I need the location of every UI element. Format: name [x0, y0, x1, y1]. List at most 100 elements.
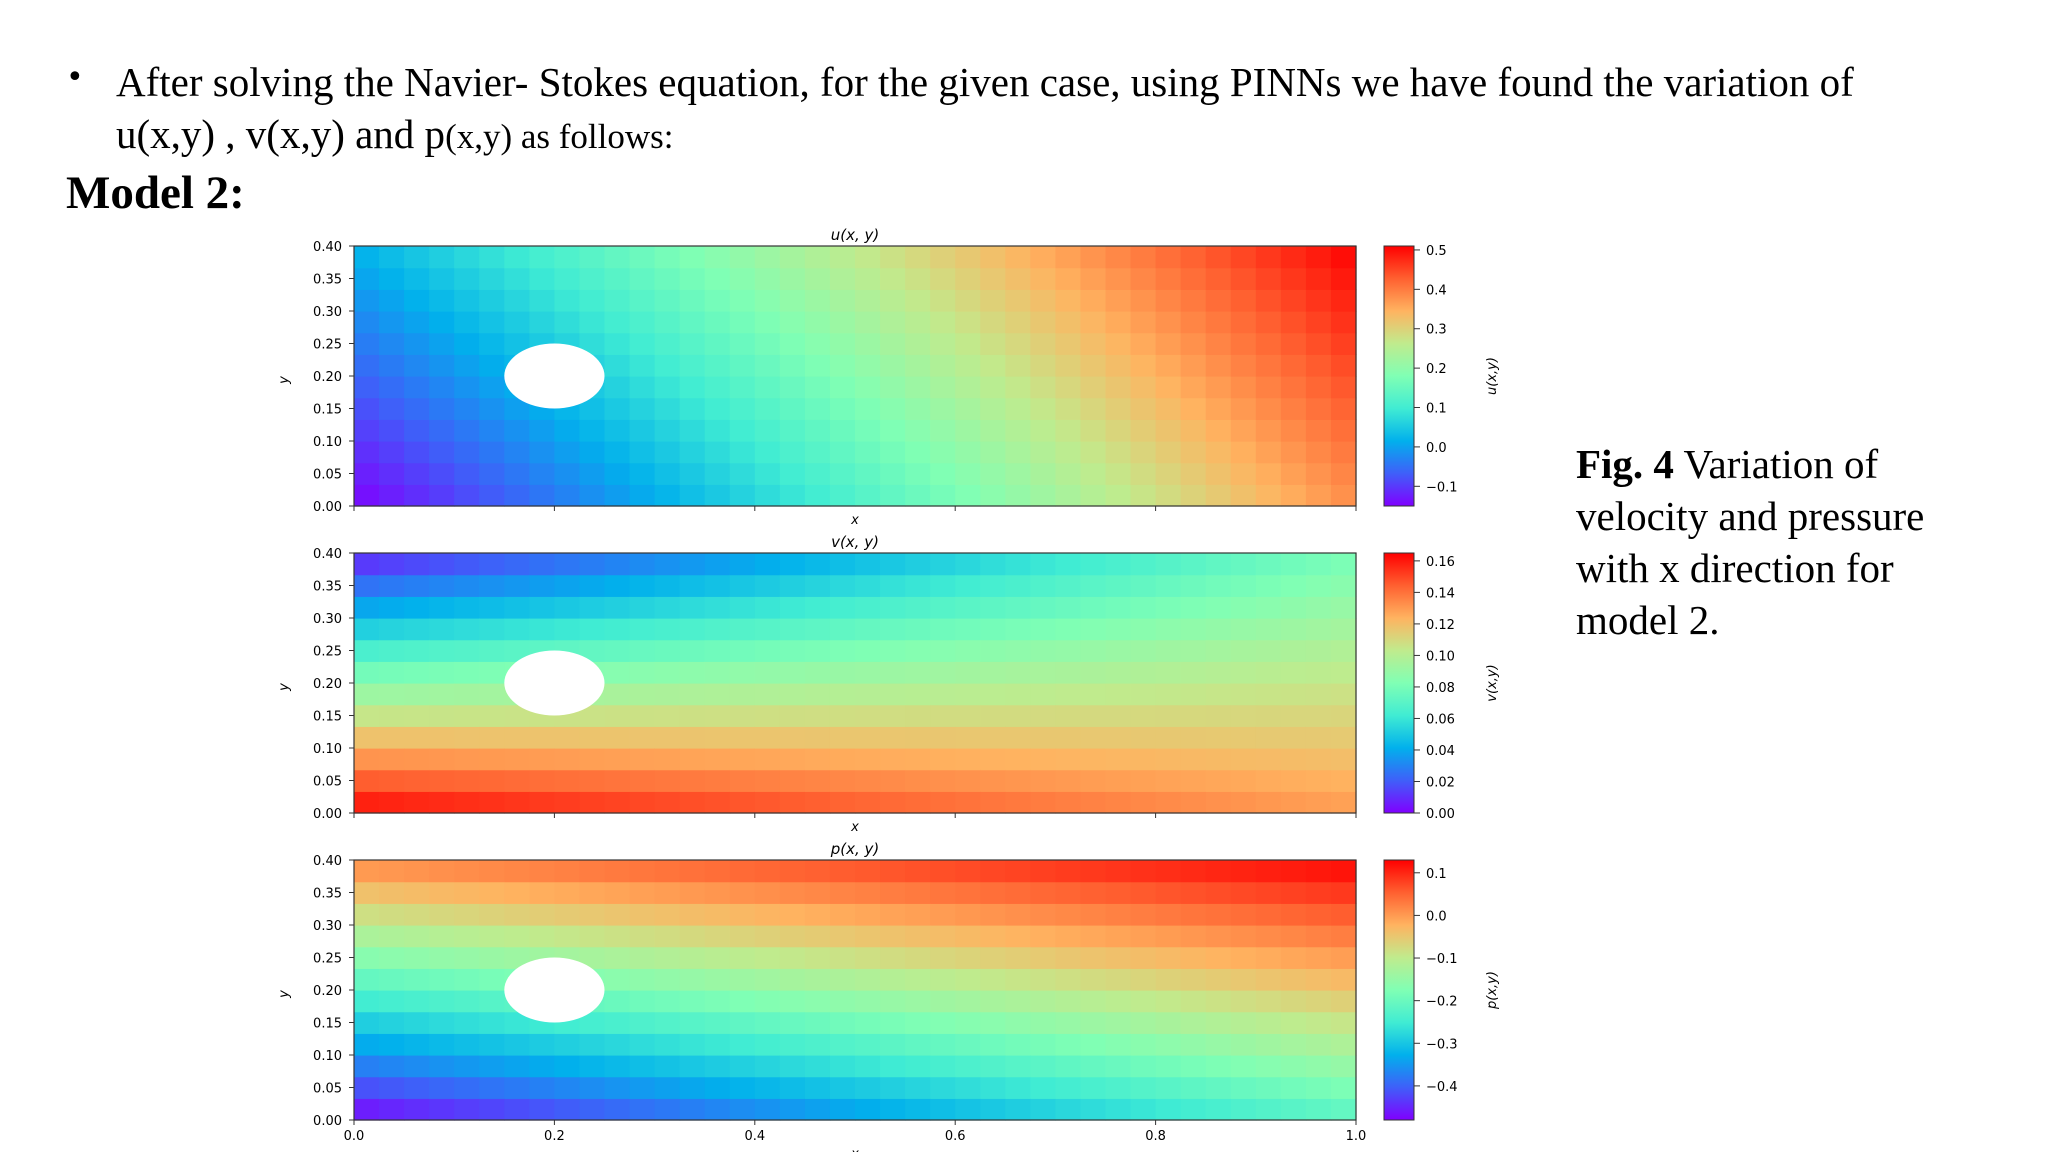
heatmap-cell	[604, 726, 631, 749]
heatmap-cell	[504, 289, 530, 312]
heatmap-cell	[529, 881, 555, 904]
heatmap-cell	[554, 267, 581, 290]
heatmap-cell	[1255, 704, 1282, 727]
heatmap-cell	[955, 726, 981, 749]
heatmap-cell	[804, 267, 831, 290]
heatmap-cell	[479, 397, 505, 420]
heatmap-cell	[1230, 376, 1257, 399]
heatmap-cell	[579, 289, 606, 312]
heatmap-cell	[1305, 1011, 1332, 1034]
y-tick-label: 0.25	[313, 338, 342, 353]
bullet-text: After solving the Navier- Stokes equatio…	[116, 56, 1996, 163]
heatmap-cell	[529, 618, 555, 641]
colorbar-tick-label: 0.14	[1426, 586, 1455, 601]
heatmap-cell	[704, 925, 731, 948]
heatmap-cell	[529, 462, 555, 485]
y-tick-label: 0.35	[313, 273, 342, 288]
heatmap-cell	[1005, 968, 1031, 991]
heatmap-cell	[1255, 1076, 1282, 1099]
heatmap-cell	[704, 596, 731, 619]
bullet-line-2a: u(x,y) , v(x,y) and p	[116, 111, 446, 157]
heatmap-cell	[1305, 376, 1332, 399]
heatmap-cell	[1205, 968, 1232, 991]
x-tick-label: 0.4	[744, 1129, 765, 1144]
heatmap-cell	[479, 332, 505, 355]
heatmap-cell	[880, 903, 906, 926]
heatmap-cell	[779, 441, 806, 464]
heatmap-cell	[554, 1098, 581, 1121]
heatmap-cell	[1005, 639, 1031, 662]
heatmap-cell	[1005, 1098, 1031, 1121]
heatmap-cell	[379, 968, 405, 991]
heatmap-cell	[1080, 484, 1107, 507]
heatmap-cell	[1030, 441, 1056, 464]
heatmap-cell	[779, 769, 806, 792]
heatmap-cell	[1255, 925, 1282, 948]
heatmap-cell	[754, 441, 781, 464]
heatmap-cell	[654, 1076, 681, 1099]
heatmap-cell	[980, 990, 1006, 1013]
heatmap-cell	[704, 618, 731, 641]
y-tick-label: 0.10	[313, 435, 342, 450]
heatmap-cell	[1230, 1011, 1257, 1034]
heatmap-cell	[1055, 354, 1082, 377]
y-tick-label: 0.20	[313, 370, 342, 385]
heatmap-cell	[629, 596, 656, 619]
heatmap-cell	[1055, 397, 1082, 420]
heatmap-cell	[1305, 574, 1332, 597]
heatmap-cell	[1130, 354, 1157, 377]
heatmap-cell	[855, 462, 881, 485]
heatmap-cell	[1155, 860, 1182, 883]
heatmap-cell	[429, 661, 455, 684]
heatmap-cell	[955, 246, 981, 269]
heatmap-cell	[1080, 990, 1107, 1013]
heatmap-cell	[880, 704, 906, 727]
heatmap-cell	[454, 968, 480, 991]
colorbar-tick-label: 0.00	[1426, 807, 1455, 822]
heatmap-cell	[479, 596, 505, 619]
heatmap-cell	[1105, 441, 1132, 464]
heatmap-cell	[1030, 769, 1056, 792]
heatmap-cell	[629, 1011, 656, 1034]
heatmap-cell	[604, 704, 631, 727]
heatmap-cell	[1255, 553, 1282, 576]
obstacle-cylinder	[504, 957, 605, 1023]
heatmap-cell	[1230, 683, 1257, 706]
heatmap-cell	[729, 903, 756, 926]
heatmap-cell	[354, 1076, 380, 1099]
heatmap-cell	[1055, 1055, 1082, 1078]
heatmap-cell	[1105, 484, 1132, 507]
heatmap-cell	[1030, 376, 1056, 399]
heatmap-cell	[379, 748, 405, 771]
heatmap-cell	[829, 748, 856, 771]
heatmap-cell	[704, 639, 731, 662]
heatmap-cell	[955, 1033, 981, 1056]
heatmap-cell	[379, 441, 405, 464]
heatmap-cell	[1205, 946, 1232, 969]
heatmap-cell	[1055, 903, 1082, 926]
heatmap-cell	[779, 376, 806, 399]
heatmap-cell	[1030, 1033, 1056, 1056]
heatmap-cell	[804, 704, 831, 727]
heatmap-cell	[804, 661, 831, 684]
heatmap-cell	[654, 946, 681, 969]
heatmap-cell	[704, 1076, 731, 1099]
heatmap-cell	[955, 968, 981, 991]
heatmap-cell	[855, 246, 881, 269]
heatmap-cell	[604, 441, 631, 464]
heatmap-cell	[504, 946, 530, 969]
heatmap-cell	[679, 946, 706, 969]
y-axis-label: y	[277, 683, 292, 692]
heatmap-cell	[1105, 1076, 1132, 1099]
heatmap-cell	[704, 990, 731, 1013]
heatmap-cell	[804, 311, 831, 334]
heatmap-cell	[1030, 860, 1056, 883]
heatmap-cell	[604, 946, 631, 969]
heatmap-cell	[429, 1076, 455, 1099]
heatmap-cell	[1205, 311, 1232, 334]
heatmap-cell	[504, 1098, 530, 1121]
heatmap-cell	[1155, 1055, 1182, 1078]
heatmap-cell	[779, 1055, 806, 1078]
colorbar-frame	[1383, 859, 1415, 1121]
heatmap-cell	[479, 246, 505, 269]
